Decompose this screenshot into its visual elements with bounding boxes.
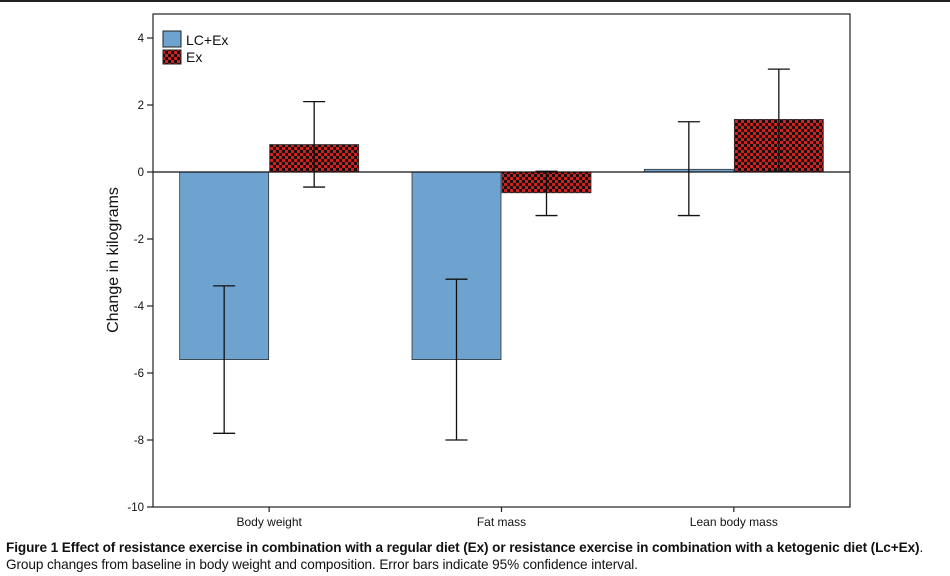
y-tick-label: -6 [134,368,144,380]
x-tick-label: Fat mass [477,515,526,529]
error-bars [213,68,790,441]
y-tick-label: -2 [134,234,144,246]
figure-caption: Figure 1 Effect of resistance exercise i… [6,539,946,573]
y-tick-label: 0 [138,167,144,179]
caption-label: Figure 1 [6,540,59,555]
bar-chart: 4 2 0 -2 -4 -6 -8 -10 Body weight Fat mass Lean b… [105,13,851,529]
x-axis-labels: Body weight Fat mass Lean body mass [236,507,778,529]
caption-text: . Group changes from baseline in body we… [6,540,924,572]
x-tick-label: Lean body mass [690,515,778,529]
y-tick-label: 4 [138,33,145,45]
y-tick-label: -10 [127,502,144,514]
top-rule [0,0,950,2]
legend-label-lcex: LC+Ex [186,32,228,48]
caption-title: Effect of resistance exercise in combina… [58,540,920,555]
y-tick-label: -8 [134,435,144,447]
bars [179,119,824,361]
legend-swatch-ex [162,49,182,65]
legend-label-ex: Ex [186,49,202,65]
x-tick-label: Body weight [236,515,302,529]
y-tick-label: 2 [138,100,144,112]
legend: LC+Ex Ex [162,30,228,65]
y-tick-label: -4 [134,301,145,313]
y-axis: 4 2 0 -2 -4 -6 -8 -10 [127,33,153,514]
legend-swatch-lcex [162,30,182,48]
y-axis-label: Change in kilograms [105,187,122,333]
